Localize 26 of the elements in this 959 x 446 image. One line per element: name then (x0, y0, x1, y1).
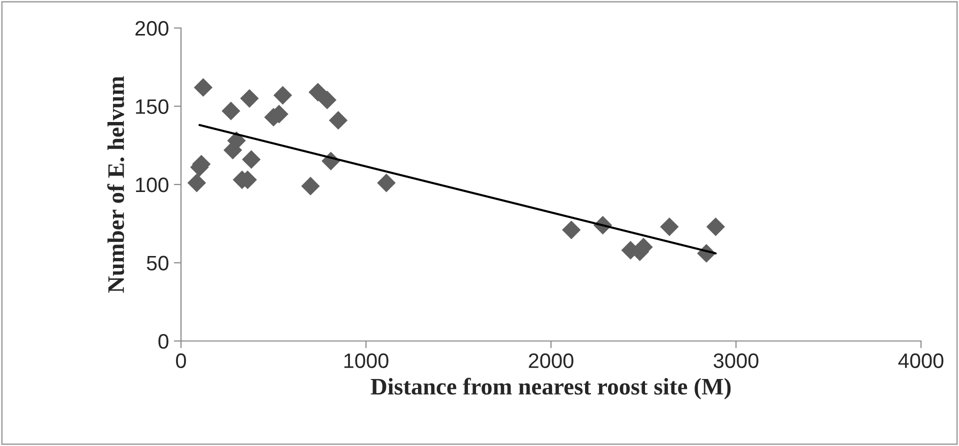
point (328, 111, 348, 130)
x-tick-label: 4000 (898, 353, 944, 368)
y-tick-label: 0 (158, 334, 168, 349)
point (187, 174, 206, 192)
x-tick-label: 3000 (714, 353, 758, 368)
point (222, 102, 240, 120)
point (301, 176, 320, 196)
point (562, 220, 581, 240)
point (377, 174, 396, 192)
y-tick-label: 200 (135, 21, 168, 36)
point (242, 150, 261, 169)
point (194, 78, 213, 97)
y-tick-label: 100 (136, 178, 168, 192)
x-tick-label: 2000 (528, 353, 574, 368)
y-tick-label: 150 (136, 99, 168, 114)
y-axis-title: Number of E. helvum (107, 76, 124, 293)
point (706, 217, 725, 236)
x-tick-label: 0 (176, 353, 186, 368)
x-tick-label: 1000 (344, 353, 388, 368)
x-axis-title: Distance from nearest roost site (M) (370, 378, 731, 400)
point (240, 89, 259, 108)
point (308, 82, 328, 102)
point (660, 217, 679, 236)
point (273, 86, 292, 105)
y-tick-label: 50 (146, 256, 168, 271)
point (318, 90, 336, 110)
